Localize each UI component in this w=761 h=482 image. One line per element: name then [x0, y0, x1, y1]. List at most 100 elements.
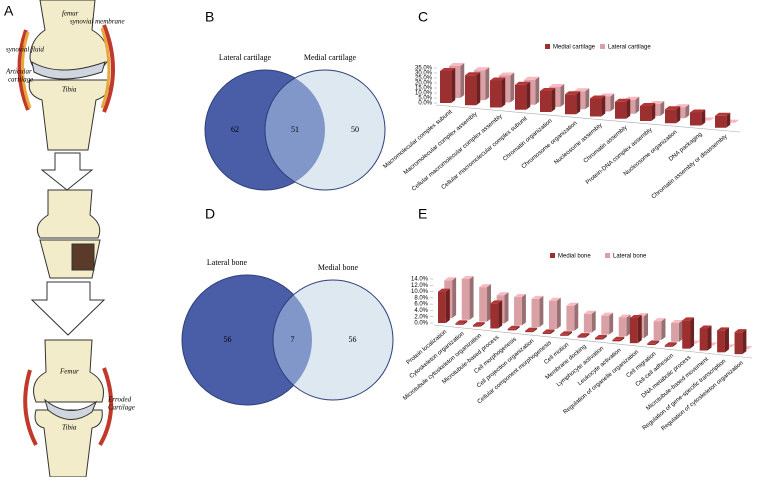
bar [479, 287, 488, 322]
legend-label: Lateral bone [613, 254, 647, 260]
x-tick-label: Chromatin organization [502, 118, 553, 162]
bar [717, 330, 725, 353]
illustration-label: cartilage [8, 76, 33, 84]
bar [618, 317, 627, 337]
bar-top [664, 342, 677, 346]
y-tick-label: 15.0% [415, 86, 433, 92]
set-value: 62 [231, 125, 239, 134]
bar-top [690, 109, 706, 113]
y-tick-label: 2.0% [414, 314, 428, 320]
illustration-label: Tibia [62, 86, 77, 94]
floor-line [433, 324, 753, 359]
panel-label: A [4, 3, 14, 19]
bar-side [445, 288, 450, 323]
bar-side [487, 284, 492, 322]
panel-label: C [418, 9, 428, 25]
illustration-label: Tibia [62, 424, 77, 432]
y-tick-label: 25.0% [415, 76, 433, 82]
bar [560, 334, 568, 336]
bar-top [438, 288, 450, 292]
bar [514, 297, 522, 326]
bar-side [539, 295, 544, 328]
bar-side [724, 327, 729, 353]
set-name: Lateral bone [207, 258, 248, 267]
bar-top [565, 91, 581, 95]
y-tick-label: 10.0% [415, 91, 433, 97]
bar-side [626, 98, 631, 119]
y-tick-label: 30.0% [415, 71, 433, 77]
bar-top [496, 292, 509, 296]
bar [690, 112, 702, 126]
bar-side [574, 302, 579, 331]
bar-top [647, 340, 660, 344]
bar [548, 300, 557, 329]
bar [490, 303, 499, 329]
bar-top [560, 331, 572, 335]
bar-side [626, 314, 631, 337]
bar [583, 313, 592, 333]
bar-top [514, 294, 526, 298]
illustration-label: femur [62, 10, 79, 18]
bar-side [521, 294, 526, 326]
set-value: 56 [224, 335, 232, 344]
bar-side [672, 342, 677, 347]
bar-top [472, 322, 485, 326]
bar [542, 332, 551, 334]
bar-top [455, 320, 468, 324]
bar-side [556, 297, 561, 329]
bar-side [591, 310, 596, 333]
legend-label: Medial bone [558, 254, 591, 260]
bar-side [567, 331, 572, 336]
bar-side [452, 277, 457, 318]
overlap-value: 7 [291, 335, 295, 344]
bar-top [540, 88, 556, 91]
bar-side [602, 334, 607, 340]
bar-side [501, 77, 506, 108]
bar-top [531, 295, 544, 299]
bar [566, 305, 575, 331]
bar-top [717, 327, 729, 331]
x-tick-label: Cellular component morphogenesis [477, 340, 553, 405]
bar [615, 101, 627, 119]
set-name: Medial bone [318, 263, 359, 272]
bar-side [742, 329, 747, 355]
venn-overlap [272, 279, 312, 401]
floor-line [435, 104, 741, 133]
bar-top [499, 72, 515, 76]
bar-side [690, 317, 695, 349]
bar-top [671, 319, 683, 323]
illustration-label: synovial membrane [70, 18, 125, 26]
set-value: 50 [351, 125, 359, 134]
bar-side [480, 322, 485, 327]
bar-top [715, 112, 731, 116]
set-name: Medial cartilage [304, 53, 357, 62]
bar-side [609, 312, 614, 335]
knee-illustration [17, 0, 115, 478]
bar-top [549, 84, 565, 87]
bar-top [479, 284, 492, 288]
bar-side [635, 96, 640, 114]
y-tick-label: 0.0% [414, 321, 428, 327]
y-tick-label: 20.0% [415, 81, 433, 87]
bar-top [507, 325, 520, 329]
bar-side [685, 104, 690, 119]
bar [577, 336, 586, 338]
bar-side [463, 320, 468, 325]
bar [438, 291, 446, 323]
y-tick-label: 6.0% [414, 302, 428, 308]
legend-label: Medial cartilage [553, 45, 596, 51]
bar-top [665, 106, 681, 110]
bar [640, 106, 652, 121]
y-tick-label: 4.0% [414, 308, 428, 314]
bar-side [535, 76, 540, 105]
bar [664, 345, 673, 347]
bar-top [590, 95, 606, 99]
bar [629, 318, 638, 344]
bar [671, 322, 679, 342]
bar-side [660, 101, 665, 116]
illustration-label: Cartilage [108, 404, 135, 412]
bar-top [444, 277, 457, 281]
bar-side [678, 319, 683, 342]
illustration-label: Articular [5, 68, 32, 76]
bar-side [701, 109, 706, 126]
